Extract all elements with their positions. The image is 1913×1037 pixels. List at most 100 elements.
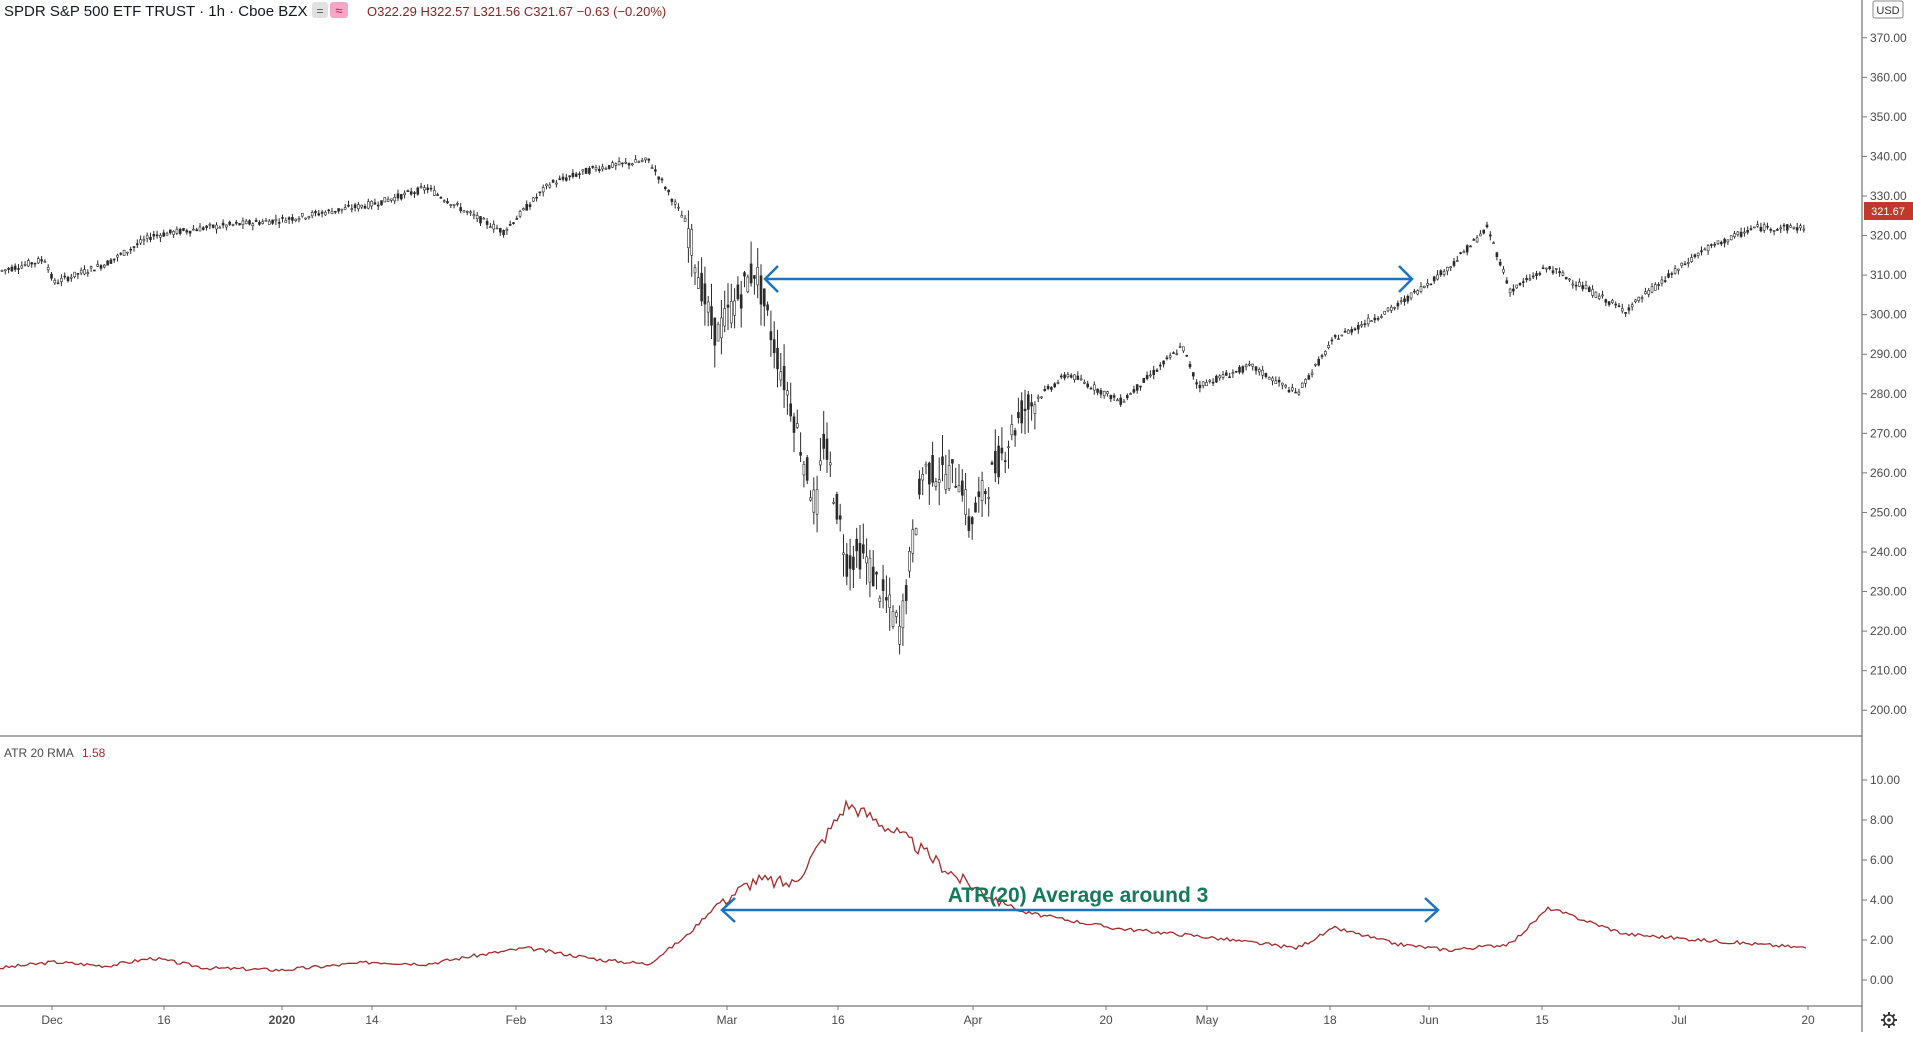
candle-body [1261,369,1264,376]
candle-body [1693,254,1697,258]
candle-body [261,221,265,224]
candle-body [465,211,469,213]
candle-body [1198,384,1202,389]
candle-body [96,264,99,267]
candle-body [1637,296,1641,301]
candle-body [690,229,694,256]
candle-body [1670,273,1674,275]
candle-body [244,220,248,225]
candle-body [1102,390,1106,397]
price-range-arrow[interactable] [763,265,1414,293]
candle-body [607,165,611,169]
candle-body [1122,400,1126,403]
candle-body [1535,273,1538,276]
candle-body [1419,286,1423,292]
candle-body [1687,262,1690,264]
compare-chip-icon[interactable] [330,2,348,18]
candle-body [1733,233,1736,237]
candle-body [749,263,753,284]
candle-body [373,202,377,205]
candle-body [865,556,868,564]
candle-body [828,462,832,466]
candle-body [489,226,492,229]
candle-body [545,183,548,187]
candle-body [178,228,182,234]
candle-body [878,597,882,602]
candle-body [551,180,555,183]
gear-icon[interactable] [1881,1012,1897,1028]
candle-body [1165,357,1169,359]
symbol-title[interactable]: SPDR S&P 500 ETF TRUST · 1h · Cboe BZX [4,3,307,20]
candle-body [1789,225,1792,228]
candle-body [1479,233,1482,237]
candle-body [83,269,86,275]
candle-body [871,566,875,587]
candle-body [192,228,195,231]
candle-body [1799,225,1802,229]
candle-body [383,197,387,203]
candle-body [997,445,1000,478]
collapse-chip-icon[interactable] [312,2,328,18]
candle-body [888,594,892,608]
candle-body [505,229,509,231]
candle-body [1284,384,1287,388]
time-axis[interactable]: Dec 16 2020 14 Feb 13 Mar 16 Apr 20 May 18 Jun 15 Jul 2… [41,1006,1815,1027]
candle-body [1380,316,1383,318]
candle-body [1574,284,1578,287]
candle-body [1551,270,1555,274]
candle-body [522,208,525,211]
atr-annotation-text[interactable]: ATR(20) Average around 3 [948,884,1209,907]
candle-body [281,217,284,219]
candle-body [264,220,268,222]
price-tick-label: 270.00 [1870,426,1907,440]
candle-body [1502,269,1505,273]
price-tick-label: 200.00 [1870,703,1907,717]
candle-body [1627,307,1631,311]
candle-body [1248,363,1251,366]
candle-body [1716,240,1720,244]
candle-body [723,308,727,327]
candle-body [205,225,208,228]
candle-body [984,490,987,495]
candle-body [1112,395,1116,398]
candle-body [1142,377,1146,383]
ohlc-readout: O322.29 H322.57 L321.56 C321.67 −0.63 (−… [367,4,666,19]
candle-body [1690,257,1693,262]
candle-body [1300,382,1304,388]
candle-body [894,612,898,617]
atr-range-arrow[interactable] [720,897,1440,923]
last-price-tag [1864,202,1913,220]
candle-body [627,162,631,166]
candle-body [324,212,327,216]
candle-body [852,556,855,570]
candle-body [1489,234,1492,237]
candle-body [792,416,796,433]
time-tick-label: Mar [717,1013,738,1027]
candle-body [413,192,416,194]
candle-body [1413,290,1416,293]
candle-body [215,224,218,230]
candle-body [1469,245,1472,248]
currency-badge[interactable] [1872,0,1904,19]
candle-body [1802,228,1806,231]
candle-body [145,235,149,239]
time-tick-label: 18 [1323,1013,1337,1027]
candle-body [1370,320,1373,323]
candle-body [1495,252,1499,257]
atr-axis[interactable]: 0.00 2.00 4.00 6.00 8.00 10.00 [1862,773,1900,987]
indicator-label[interactable]: ATR 20 RMA [4,746,74,760]
candle-body [294,218,298,221]
candle-body [1244,364,1248,368]
candle-body [1607,301,1611,305]
candle-body [429,187,433,190]
candle-body [337,208,340,212]
price-axis[interactable]: 200.00 210.00 220.00 230.00 240.00 250.00 260.… [1862,31,1907,717]
candle-body [1007,446,1010,449]
candle-body [1680,262,1683,266]
candle-body [1472,239,1476,241]
candle-body [1660,279,1664,284]
candle-body [624,161,628,164]
candle-body [1512,288,1515,292]
